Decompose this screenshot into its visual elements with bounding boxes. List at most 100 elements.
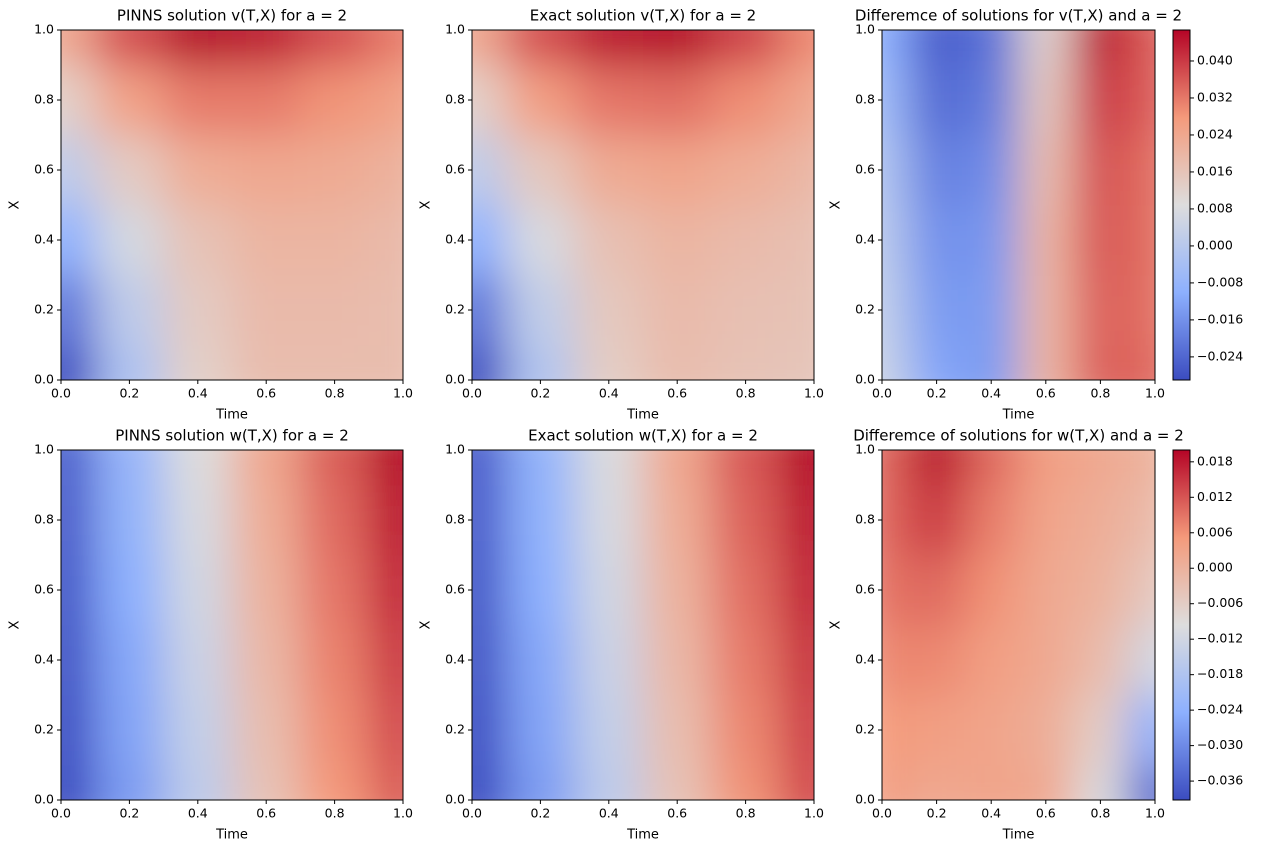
y-tick-label: 0.6 bbox=[445, 582, 465, 597]
cell bbox=[300, 765, 370, 800]
field-cells bbox=[61, 450, 403, 800]
chart-title: PINNS solution w(T,X) for a = 2 bbox=[115, 427, 349, 445]
cell bbox=[1127, 135, 1155, 206]
cell bbox=[1073, 555, 1129, 626]
y-tick-label: 1.0 bbox=[445, 442, 465, 457]
x-tick-label: 0.0 bbox=[462, 386, 482, 401]
cell bbox=[61, 765, 96, 800]
cell bbox=[95, 135, 165, 206]
cell bbox=[300, 275, 370, 346]
cell bbox=[232, 765, 301, 800]
cell bbox=[574, 555, 644, 626]
cell bbox=[779, 555, 814, 626]
subplot: 0.0 0.2 0.4 0.6 0.8 1.0 0.0 0.2 0.4 0.6 0.8 1.0 Exac… bbox=[419, 427, 824, 843]
subplot: 0.0 0.2 0.4 0.6 0.8 1.0 0.0 0.2 0.4 0.6 0.8 1.0 PINN… bbox=[8, 427, 413, 843]
cell bbox=[963, 450, 1019, 486]
colorbar-tick-label: −0.030 bbox=[1197, 737, 1243, 752]
cell bbox=[963, 65, 1019, 136]
cell bbox=[1073, 345, 1129, 380]
cell bbox=[1127, 450, 1155, 486]
cell bbox=[882, 450, 910, 486]
cell bbox=[779, 450, 814, 486]
cell bbox=[368, 485, 403, 556]
cell bbox=[882, 485, 910, 556]
cell bbox=[779, 30, 814, 66]
chart-title: Differemce of solutions for w(T,X) and a… bbox=[853, 427, 1184, 445]
y-tick-label: 0.6 bbox=[855, 162, 875, 177]
cell bbox=[574, 65, 644, 136]
cell bbox=[643, 555, 712, 626]
cell bbox=[1073, 765, 1129, 800]
cell bbox=[163, 625, 233, 696]
x-tick-label: 0.8 bbox=[1090, 806, 1110, 821]
cell bbox=[472, 625, 507, 696]
cell bbox=[643, 30, 712, 66]
cell bbox=[909, 450, 965, 486]
y-tick-label: 0.2 bbox=[445, 722, 465, 737]
cell bbox=[574, 345, 644, 380]
x-tick-label: 0.4 bbox=[599, 806, 619, 821]
cell bbox=[472, 135, 507, 206]
field-cells bbox=[472, 30, 814, 380]
x-tick-label: 1.0 bbox=[804, 386, 824, 401]
cell bbox=[909, 485, 965, 556]
cell bbox=[300, 205, 370, 276]
x-axis-label: Time bbox=[1002, 408, 1035, 423]
cell bbox=[95, 450, 165, 486]
y-tick-label: 0.2 bbox=[34, 722, 54, 737]
x-tick-label: 1.0 bbox=[1145, 806, 1165, 821]
cell bbox=[368, 765, 403, 800]
colorbar-tick-label: 0.006 bbox=[1197, 524, 1233, 539]
cell bbox=[163, 345, 233, 380]
field bbox=[882, 30, 1155, 380]
cell bbox=[963, 135, 1019, 206]
cell bbox=[1127, 485, 1155, 556]
y-tick-label: 0.8 bbox=[445, 92, 465, 107]
cell bbox=[232, 555, 301, 626]
cell bbox=[1018, 30, 1074, 66]
cell bbox=[574, 695, 644, 766]
cell bbox=[963, 695, 1019, 766]
cell bbox=[506, 135, 576, 206]
y-tick-label: 0.2 bbox=[855, 722, 875, 737]
cell bbox=[95, 205, 165, 276]
cell bbox=[711, 765, 781, 800]
y-tick-label: 0.0 bbox=[445, 792, 465, 807]
cell bbox=[882, 275, 910, 346]
cell bbox=[882, 555, 910, 626]
cell bbox=[95, 30, 165, 66]
cell bbox=[1018, 135, 1074, 206]
cell bbox=[711, 135, 781, 206]
x-tick-label: 0.8 bbox=[325, 806, 345, 821]
cell bbox=[506, 205, 576, 276]
cell bbox=[909, 345, 965, 380]
cell bbox=[1127, 205, 1155, 276]
cell bbox=[1127, 765, 1155, 800]
y-tick-label: 1.0 bbox=[445, 22, 465, 37]
cell bbox=[1073, 205, 1129, 276]
x-tick-label: 0.8 bbox=[736, 386, 756, 401]
cell bbox=[368, 135, 403, 206]
x-tick-label: 0.6 bbox=[1036, 806, 1056, 821]
x-tick-label: 0.8 bbox=[736, 806, 756, 821]
cell bbox=[909, 555, 965, 626]
colorbar bbox=[1172, 29, 1191, 381]
cell bbox=[909, 275, 965, 346]
colorbar-tick-label: −0.008 bbox=[1197, 274, 1243, 289]
cell bbox=[643, 135, 712, 206]
cell bbox=[909, 30, 965, 66]
cell bbox=[1073, 450, 1129, 486]
cell bbox=[711, 275, 781, 346]
cell bbox=[472, 765, 507, 800]
y-tick-label: 0.8 bbox=[34, 92, 54, 107]
cell bbox=[574, 450, 644, 486]
colorbar-tick-label: 0.012 bbox=[1197, 489, 1233, 504]
y-tick-label: 0.2 bbox=[445, 302, 465, 317]
cell bbox=[61, 30, 96, 66]
y-axis-label: X bbox=[419, 620, 434, 629]
cell bbox=[882, 695, 910, 766]
y-axis-label: X bbox=[8, 620, 23, 629]
cell bbox=[779, 765, 814, 800]
cell bbox=[1018, 65, 1074, 136]
cell bbox=[368, 30, 403, 66]
